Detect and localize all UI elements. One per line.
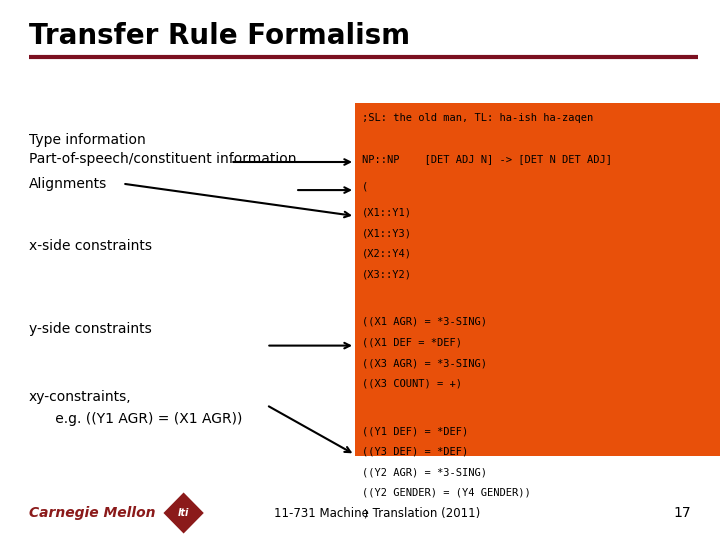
Text: y-side constraints: y-side constraints <box>29 322 151 336</box>
Text: (X1::Y3): (X1::Y3) <box>362 228 412 239</box>
Text: xy-constraints,: xy-constraints, <box>29 390 132 404</box>
Text: ((Y1 DEF) = *DEF): ((Y1 DEF) = *DEF) <box>362 426 469 436</box>
Text: ((Y3 DEF) = *DEF): ((Y3 DEF) = *DEF) <box>362 447 469 457</box>
Text: Type information: Type information <box>29 133 145 147</box>
Text: lti: lti <box>178 508 189 518</box>
Text: ((X3 AGR) = *3-SING): ((X3 AGR) = *3-SING) <box>362 358 487 368</box>
Text: (X1::Y1): (X1::Y1) <box>362 208 412 218</box>
Text: ((Y2 GENDER) = (Y4 GENDER)): ((Y2 GENDER) = (Y4 GENDER)) <box>362 488 531 498</box>
Text: Carnegie Mellon: Carnegie Mellon <box>29 506 156 520</box>
Text: 17: 17 <box>674 506 691 520</box>
Text: Transfer Rule Formalism: Transfer Rule Formalism <box>29 22 410 50</box>
Text: (X3::Y2): (X3::Y2) <box>362 269 412 280</box>
Text: NP::NP    [DET ADJ N] -> [DET N DET ADJ]: NP::NP [DET ADJ N] -> [DET N DET ADJ] <box>362 154 612 164</box>
Bar <box>355 103 720 456</box>
Text: ((X1 AGR) = *3-SING): ((X1 AGR) = *3-SING) <box>362 317 487 327</box>
Text: ): ) <box>362 508 369 518</box>
Text: 11-731 Machine Translation (2011): 11-731 Machine Translation (2011) <box>274 507 480 519</box>
Text: ;SL: the old man, TL: ha-ish ha-zaqen: ;SL: the old man, TL: ha-ish ha-zaqen <box>362 113 593 124</box>
Text: ((X3 COUNT) = +): ((X3 COUNT) = +) <box>362 379 462 389</box>
Polygon shape <box>163 492 204 534</box>
Text: Alignments: Alignments <box>29 177 107 191</box>
Text: Part-of-speech/constituent information: Part-of-speech/constituent information <box>29 152 297 166</box>
Text: (: ( <box>362 182 369 192</box>
Text: e.g. ((Y1 AGR) = (X1 AGR)): e.g. ((Y1 AGR) = (X1 AGR)) <box>29 411 242 426</box>
Text: ((Y2 AGR) = *3-SING): ((Y2 AGR) = *3-SING) <box>362 467 487 477</box>
Text: ((X1 DEF = *DEF): ((X1 DEF = *DEF) <box>362 338 462 348</box>
Text: (X2::Y4): (X2::Y4) <box>362 249 412 259</box>
Text: x-side constraints: x-side constraints <box>29 239 152 253</box>
